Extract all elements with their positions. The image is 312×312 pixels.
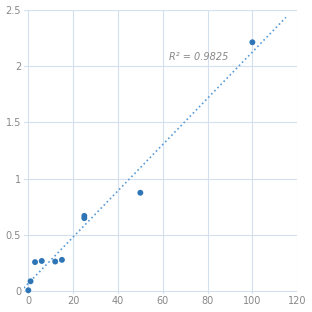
Point [32,260,37,265]
Point [82,213,87,218]
Point [59,257,64,262]
Point [250,40,255,45]
Point [138,190,143,195]
Point [28,279,33,284]
Point [39,258,44,263]
Point [82,216,87,221]
Point [26,288,31,293]
Text: R² = 0.9825: R² = 0.9825 [169,52,229,62]
Point [53,259,58,264]
